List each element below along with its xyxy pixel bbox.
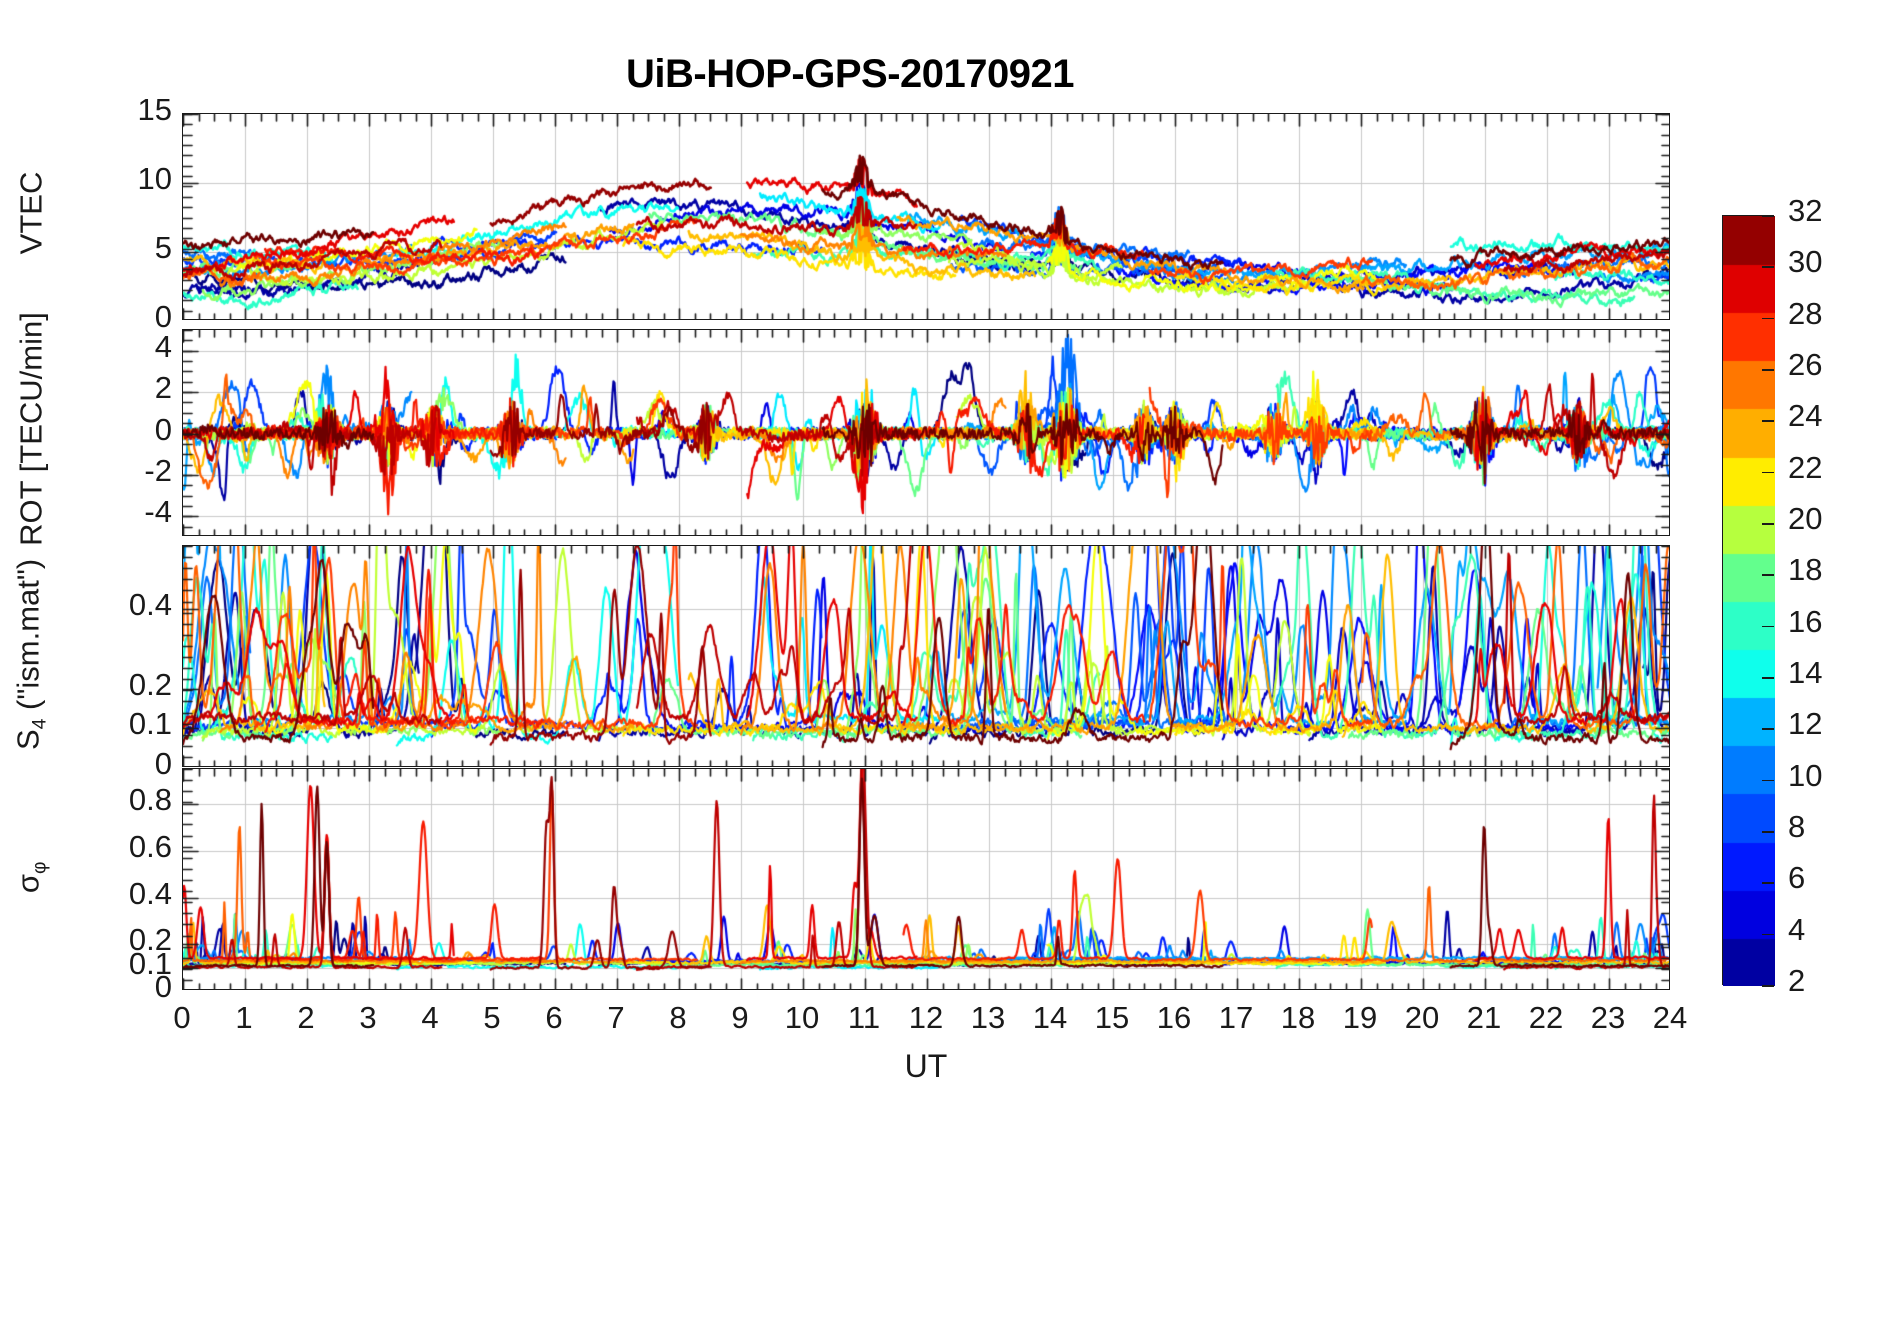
colorbar-tick-label-13: 28: [1788, 295, 1823, 331]
colorbar-tick-label-0: 2: [1788, 963, 1806, 998]
colorbar-tick-label-14: 30: [1788, 244, 1823, 280]
xtick-label-3: 3: [359, 1000, 377, 1035]
colorbar-tick-mark-15: [1762, 215, 1774, 217]
ytick-label-rot-2: 0: [154, 411, 172, 447]
xtick-label-24: 24: [1652, 1000, 1688, 1035]
xtick-label-1: 1: [235, 1000, 253, 1035]
xtick-label-9: 9: [731, 1000, 749, 1035]
colorbar-tick-mark-4: [1762, 779, 1774, 782]
panel-s4: [182, 545, 1670, 767]
ytick-label-rot-3: 2: [154, 370, 172, 406]
colorbar-tick-mark-2: [1762, 882, 1774, 884]
xtick-label-23: 23: [1590, 1000, 1626, 1035]
colorbar-tick-label-11: 24: [1788, 398, 1823, 434]
x-axis-label: UT: [904, 1048, 948, 1084]
colorbar-tick-label-7: 16: [1788, 603, 1823, 639]
xtick-label-22: 22: [1528, 1000, 1564, 1035]
colorbar-tick-mark-14: [1762, 266, 1774, 268]
panel-sigmaphi: [182, 768, 1670, 990]
colorbar-gradient: [1722, 215, 1775, 986]
ytick-label-s4-3: 0.4: [128, 587, 172, 623]
colorbar-tick-label-2: 6: [1788, 860, 1806, 896]
xtick-label-12: 12: [908, 1000, 944, 1035]
colorbar-tick-label-10: 22: [1788, 449, 1823, 485]
panel-vtec: [182, 113, 1670, 320]
xtick-label-20: 20: [1404, 1000, 1440, 1035]
colorbar-tick-label-3: 8: [1788, 809, 1806, 844]
panel-canvas-s4: [183, 546, 1669, 766]
panel-canvas-sigmaphi: [183, 769, 1669, 989]
ytick-label-s4-1: 0.1: [128, 706, 172, 742]
ytick-label-rot-1: -2: [144, 452, 172, 488]
colorbar-tick-label-1: 4: [1788, 911, 1806, 947]
xtick-label-10: 10: [784, 1000, 820, 1035]
ytick-label-sigmaphi-3: 0.4: [128, 875, 172, 911]
figure-title: UiB-HOP-GPS-20170921: [626, 52, 1074, 96]
panel-rot: [182, 329, 1670, 536]
xtick-label-11: 11: [847, 1000, 881, 1035]
ytick-label-s4-0: 0: [154, 746, 172, 781]
ytick-label-vtec-3: 15: [137, 92, 172, 127]
ytick-label-sigmaphi-2: 0.2: [128, 922, 172, 958]
xtick-label-6: 6: [545, 1000, 563, 1035]
colorbar-tick-label-12: 26: [1788, 347, 1823, 382]
colorbar-tick-label-15: 32: [1788, 193, 1823, 228]
colorbar-tick-label-5: 12: [1788, 706, 1823, 742]
ytick-label-sigmaphi-1: 0.1: [128, 945, 172, 981]
xtick-label-16: 16: [1156, 1000, 1192, 1035]
colorbar-tick-mark-9: [1762, 523, 1774, 525]
ytick-label-rot-4: 4: [154, 328, 172, 364]
colorbar-tick-label-4: 10: [1788, 757, 1823, 793]
colorbar-tick-mark-0: [1762, 985, 1774, 987]
xtick-label-7: 7: [607, 1000, 625, 1035]
ytick-label-sigmaphi-4: 0.6: [128, 828, 172, 864]
ytick-label-vtec-1: 5: [154, 230, 172, 265]
colorbar-tick-mark-10: [1762, 471, 1774, 474]
colorbar-canvas: [1723, 216, 1775, 986]
xtick-label-4: 4: [421, 1000, 439, 1035]
xtick-label-13: 13: [970, 1000, 1006, 1035]
ytick-label-sigmaphi-0: 0: [154, 969, 172, 1004]
colorbar-tick-mark-13: [1762, 317, 1774, 320]
colorbar-tick-label-9: 20: [1788, 501, 1823, 536]
xtick-label-0: 0: [173, 1000, 191, 1035]
xtick-label-8: 8: [669, 1000, 687, 1035]
ytick-label-s4-2: 0.2: [128, 666, 172, 702]
colorbar-tick-mark-7: [1762, 625, 1774, 628]
colorbar-tick-mark-5: [1762, 728, 1774, 730]
colorbar-tick-mark-12: [1762, 369, 1774, 371]
colorbar-tick-label-8: 18: [1788, 552, 1823, 588]
xtick-label-5: 5: [483, 1000, 501, 1035]
colorbar-tick-mark-1: [1762, 933, 1774, 936]
panel-canvas-vtec: [183, 114, 1669, 319]
colorbar-tick-mark-11: [1762, 420, 1774, 422]
ytick-label-vtec-0: 0: [154, 299, 172, 334]
colorbar-tick-mark-6: [1762, 677, 1774, 679]
xtick-label-18: 18: [1280, 1000, 1316, 1035]
ytick-label-rot-0: -4: [144, 494, 172, 530]
xtick-label-15: 15: [1094, 1000, 1130, 1035]
colorbar-tick-mark-3: [1762, 831, 1774, 833]
ytick-label-sigmaphi-5: 0.8: [128, 782, 172, 818]
ytick-label-vtec-2: 10: [137, 161, 172, 196]
panel-canvas-rot: [183, 330, 1669, 535]
xtick-label-21: 21: [1466, 1000, 1502, 1035]
xtick-label-19: 19: [1342, 1000, 1378, 1035]
xtick-label-14: 14: [1032, 1000, 1068, 1035]
colorbar-tick-mark-8: [1762, 574, 1774, 576]
xtick-label-17: 17: [1218, 1000, 1254, 1035]
xtick-label-2: 2: [297, 1000, 315, 1035]
colorbar-tick-label-6: 14: [1788, 655, 1823, 690]
ylabel-sigmaphi: σφ: [10, 861, 51, 894]
